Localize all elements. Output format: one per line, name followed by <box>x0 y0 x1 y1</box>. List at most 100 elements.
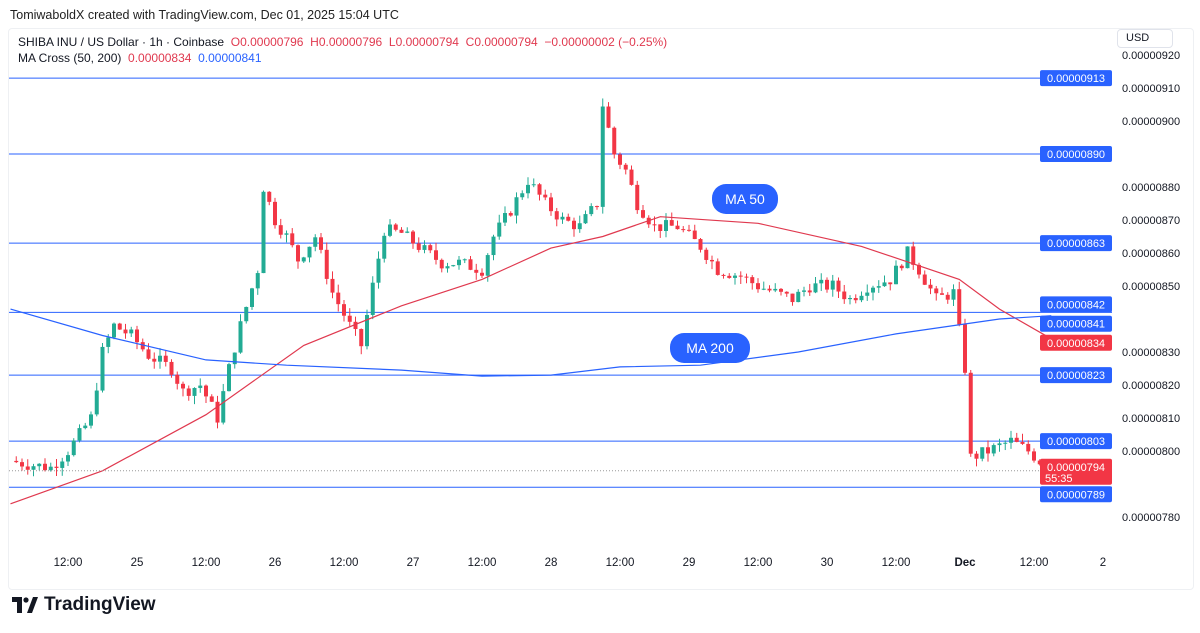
candle-body <box>911 246 916 265</box>
level-price-tag <box>1040 235 1112 252</box>
candle-body <box>899 265 904 269</box>
currency-button[interactable]: USD <box>1117 29 1173 48</box>
candle-body <box>31 466 36 470</box>
candle-body <box>204 385 208 397</box>
y-tick-label: 0.00000800 <box>1122 446 1180 458</box>
candle-body <box>566 216 571 221</box>
candle-body <box>888 282 893 285</box>
candle-body <box>14 460 19 463</box>
candle-body <box>606 106 611 128</box>
candle-body <box>710 259 714 262</box>
candle-body <box>399 229 404 233</box>
candle-body <box>192 387 197 396</box>
candle-body <box>382 235 387 259</box>
y-tick-label: 0.00000830 <box>1122 347 1180 359</box>
candle-body <box>365 314 369 347</box>
candle-body <box>485 255 490 276</box>
candle-body <box>652 224 657 226</box>
ma200-label: MA 200 <box>686 340 734 356</box>
candle-body <box>641 210 645 218</box>
candle-body <box>704 249 709 260</box>
open-value: O0.00000796 <box>230 35 304 49</box>
level-price-tag <box>1040 70 1112 87</box>
candle-body <box>922 274 927 285</box>
candle-body <box>945 294 950 300</box>
candle-body <box>468 259 473 270</box>
y-tick-label: 0.00000850 <box>1122 281 1180 293</box>
candle-body <box>773 288 778 291</box>
y-tick-label: 0.00000780 <box>1122 512 1180 524</box>
candle-body <box>554 211 559 220</box>
candle-body <box>416 243 421 250</box>
x-tick-label: 12:00 <box>1020 557 1049 569</box>
level-price-text: 0.00000842 <box>1047 299 1105 311</box>
candle-body <box>721 274 726 276</box>
candle-body <box>1037 460 1042 465</box>
candle-body <box>882 282 887 287</box>
candle-body <box>681 229 686 231</box>
ma200-value: 0.00000841 <box>198 51 262 65</box>
candle-body <box>549 197 553 212</box>
level-price-text: 0.00000789 <box>1047 489 1105 501</box>
candle-body <box>301 257 306 262</box>
chart-frame[interactable] <box>8 28 1194 590</box>
candle-body <box>89 414 93 426</box>
candle-body <box>790 293 795 303</box>
indicator-name[interactable]: MA Cross (50, 200) <box>18 51 122 65</box>
candle-body <box>77 428 82 441</box>
candle-body <box>629 169 634 185</box>
candle-body <box>928 284 933 289</box>
x-tick-label: 12:00 <box>192 557 221 569</box>
candle-body <box>215 401 220 423</box>
x-tick-label: 28 <box>545 557 558 569</box>
candle-body <box>330 278 335 293</box>
close-value: C0.00000794 <box>465 35 538 49</box>
candle-body <box>307 246 312 258</box>
change-value: −0.00000002 (−0.25%) <box>544 35 668 49</box>
candle-body <box>434 250 438 260</box>
candle-body <box>244 306 249 322</box>
candle-body <box>140 342 145 350</box>
last-price-tag <box>1040 458 1112 485</box>
tradingview-logo[interactable]: TradingView <box>12 594 156 616</box>
countdown-text: 55:35 <box>1045 473 1073 485</box>
candle-body <box>618 154 622 165</box>
candle-body <box>733 275 737 278</box>
x-tick-label: 2 <box>1100 557 1106 569</box>
symbol-name[interactable]: SHIBA INU / US Dollar · 1h · Coinbase <box>18 35 225 49</box>
candle-body <box>675 225 680 230</box>
x-tick-label: 12:00 <box>606 557 635 569</box>
indicator-legend: MA Cross (50, 200) 0.00000834 0.00000841 <box>18 51 262 65</box>
candle-body <box>491 236 496 256</box>
candle-body <box>296 245 300 262</box>
candle-body <box>589 206 594 215</box>
candle-body <box>669 220 674 226</box>
symbol-legend: SHIBA INU / US Dollar · 1h · Coinbase O0… <box>18 35 667 49</box>
candle-body <box>894 265 898 285</box>
y-tick-label: 0.00000920 <box>1122 50 1180 62</box>
candle-body <box>537 184 542 195</box>
low-value: L0.00000794 <box>388 35 459 49</box>
candle-body <box>353 321 358 330</box>
candle-body <box>336 292 341 305</box>
candle-body <box>428 245 433 251</box>
candle-body <box>370 282 375 315</box>
candle-body <box>664 220 668 231</box>
candle-body <box>290 233 295 246</box>
candle-body <box>986 447 990 454</box>
candle-body <box>807 290 812 293</box>
candle-body <box>37 463 42 467</box>
candle-body <box>595 206 599 208</box>
candle-body <box>583 214 588 224</box>
candle-body <box>658 224 663 231</box>
y-tick-label: 0.00000820 <box>1122 380 1180 392</box>
candle-body <box>439 259 444 269</box>
candle-body <box>445 266 450 269</box>
candle-body <box>692 230 697 240</box>
level-price-text: 0.00000863 <box>1047 238 1105 250</box>
candle-body <box>715 261 720 275</box>
candle-body <box>825 279 829 290</box>
candle-body <box>129 329 134 334</box>
candle-body <box>169 361 174 375</box>
